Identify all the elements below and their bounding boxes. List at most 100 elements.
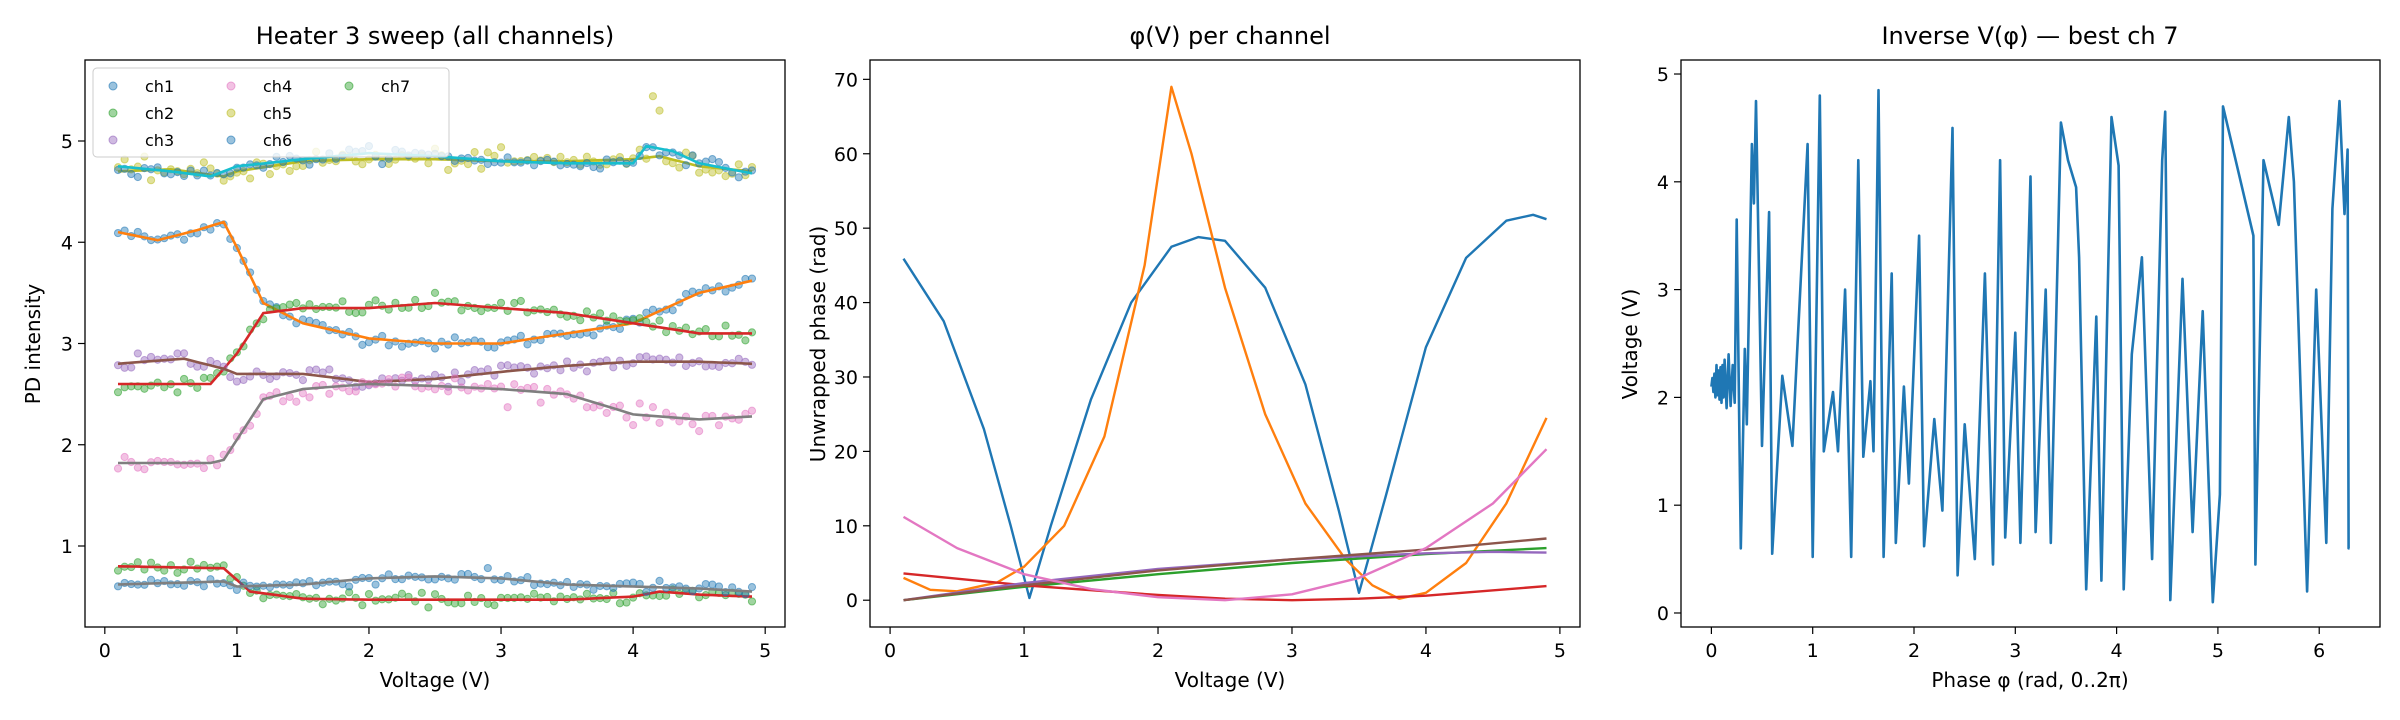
- sweep-point-ch7: [430, 590, 440, 599]
- sweep-legend-label: ch6: [263, 131, 292, 150]
- sweep-point-ch5: [483, 148, 492, 157]
- sweep-ytick-label: 4: [61, 232, 73, 254]
- sweep-point-ch1: [589, 331, 598, 340]
- sweep-point-ch2: [635, 314, 644, 323]
- phase-xtick-label: 4: [1420, 640, 1432, 662]
- inverse-ytick-label: 3: [1657, 280, 1669, 302]
- sweep-point-ch1: [397, 342, 407, 351]
- sweep-fit-line-ch4: [118, 382, 753, 465]
- sweep-point-ch3: [701, 362, 710, 371]
- sweep-point-ch2: [193, 383, 202, 392]
- phase-xtick-label: 1: [1018, 640, 1030, 662]
- sweep-point-ch4: [120, 452, 129, 462]
- sweep-ytick-label: 1: [61, 536, 73, 558]
- sweep-point-ch4: [662, 408, 671, 417]
- phase-ytick-label: 70: [834, 69, 858, 91]
- sweep-point-ch4: [483, 379, 492, 389]
- sweep-point-ch2: [576, 316, 585, 325]
- sweep-point-ch4: [279, 397, 288, 406]
- sweep-point-extra: [708, 580, 717, 589]
- sweep-point-ch3: [562, 357, 572, 366]
- sweep-ytick-label: 3: [61, 334, 73, 356]
- sweep-point-ch5: [648, 92, 658, 101]
- sweep-point-ch7: [483, 599, 492, 608]
- sweep-point-ch3: [734, 354, 743, 363]
- sweep-point-extra: [199, 582, 208, 591]
- sweep-point-ch3: [609, 363, 618, 372]
- sweep-xtick-label: 3: [495, 640, 507, 662]
- inverse-xtick-label: 2: [1908, 640, 1920, 662]
- sweep-point-ch4: [133, 463, 142, 472]
- phase-ytick-label: 0: [846, 590, 858, 612]
- inverse-frame: [1680, 59, 2381, 628]
- sweep-point-ch3: [325, 365, 334, 374]
- sweep-point-ch1: [430, 344, 440, 353]
- phase-series-group: [902, 85, 1548, 602]
- sweep-point-ch3: [226, 372, 235, 382]
- sweep-point-ch3: [173, 349, 182, 358]
- sweep-point-ch7: [397, 589, 407, 598]
- sweep-point-ch7: [358, 601, 367, 610]
- sweep-point-ch7: [186, 557, 195, 566]
- sweep-point-ch2: [701, 325, 710, 334]
- sweep-point-ch6: [503, 153, 512, 162]
- sweep-point-ch4: [615, 401, 625, 410]
- sweep-point-ch6: [127, 169, 136, 179]
- sweep-point-ch1: [450, 333, 459, 342]
- sweep-point-ch2: [595, 309, 605, 318]
- sweep-ylabel: PD intensity: [21, 284, 45, 405]
- sweep-point-ch3: [232, 377, 241, 386]
- inverse-panel: Inverse V(φ) — best ch 7 Phase φ (rad, 0…: [1618, 22, 2381, 692]
- sweep-legend-label: ch2: [145, 104, 174, 123]
- phase-frame: [869, 59, 1581, 628]
- phase-xtick-label: 5: [1554, 640, 1566, 662]
- inverse-xtick-label: 0: [1705, 640, 1717, 662]
- sweep-point-ch2: [179, 374, 189, 384]
- sweep-point-ch4: [384, 375, 393, 384]
- sweep-point-ch5: [358, 160, 367, 169]
- sweep-point-ch7: [424, 603, 433, 612]
- inverse-series-group: [1710, 88, 2350, 604]
- sweep-point-ch2: [496, 298, 506, 307]
- sweep-point-ch3: [642, 352, 651, 361]
- sweep-point-extra: [589, 585, 598, 594]
- phase-ytick-label: 40: [834, 293, 858, 315]
- sweep-point-ch7: [259, 594, 268, 603]
- phase-series-line-7: [902, 448, 1548, 602]
- sweep-legend: ch1 ch2 ch3 ch4 ch5 ch6 ch7: [92, 67, 450, 158]
- sweep-point-ch7: [364, 589, 374, 599]
- sweep-point-ch2: [430, 288, 440, 297]
- sweep-xtick-label: 1: [231, 640, 243, 662]
- sweep-point-extra: [371, 580, 380, 589]
- sweep-plot-area: 0 1 2 3 4 5 1 2 3 4 5 ch1 ch2 ch3 ch4 ch5 ch6 ch7: [61, 59, 786, 662]
- sweep-point-ch6: [714, 158, 724, 167]
- phase-xtick-label: 0: [884, 640, 896, 662]
- sweep-legend-marker: [226, 108, 236, 118]
- inverse-series-line: [1710, 88, 2350, 604]
- sweep-point-ch2: [457, 306, 466, 315]
- sweep-point-ch3: [120, 363, 129, 372]
- sweep-point-ch7: [463, 591, 473, 600]
- sweep-point-ch4: [536, 398, 545, 407]
- sweep-fit-line-ch5: [117, 154, 753, 178]
- sweep-point-ch2: [199, 373, 208, 382]
- inverse-ytick-label: 0: [1657, 603, 1669, 625]
- sweep-point-ch4: [351, 387, 360, 396]
- sweep-point-ch7: [133, 558, 142, 567]
- sweep-point-ch2: [305, 300, 314, 309]
- sweep-point-ch3: [239, 375, 248, 385]
- sweep-point-ch7: [173, 568, 182, 577]
- sweep-point-ch4: [622, 413, 631, 422]
- sweep-point-ch1: [179, 235, 189, 244]
- sweep-point-ch3: [529, 369, 539, 378]
- sweep-title: Heater 3 sweep (all channels): [256, 22, 615, 50]
- sweep-point-ch4: [629, 420, 638, 430]
- sweep-point-ch7: [490, 601, 499, 610]
- phase-ytick-label: 10: [834, 516, 858, 538]
- sweep-point-ch1: [721, 287, 730, 296]
- sweep-point-ch4: [444, 387, 453, 396]
- sweep-point-ch7: [417, 588, 426, 597]
- sweep-point-extra: [642, 587, 651, 597]
- sweep-point-ch7: [529, 589, 539, 598]
- phase-xtick-label: 3: [1286, 640, 1298, 662]
